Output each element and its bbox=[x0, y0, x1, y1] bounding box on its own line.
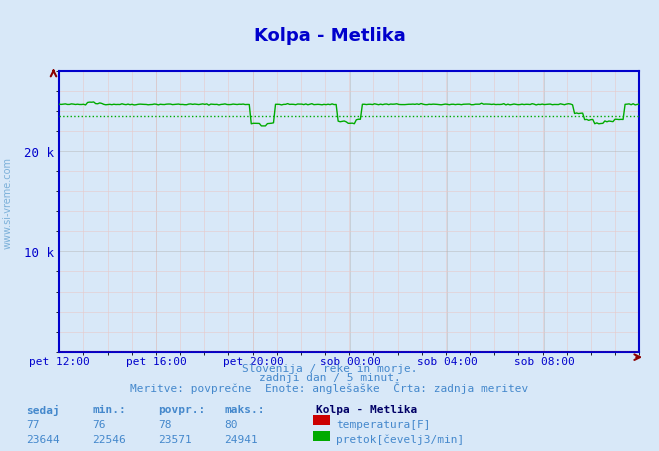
Text: maks.:: maks.: bbox=[224, 404, 264, 414]
Text: Meritve: povprečne  Enote: anglešaške  Črta: zadnja meritev: Meritve: povprečne Enote: anglešaške Črt… bbox=[130, 381, 529, 393]
Text: Slovenija / reke in morje.: Slovenija / reke in morje. bbox=[242, 363, 417, 373]
Text: Kolpa - Metlika: Kolpa - Metlika bbox=[254, 27, 405, 45]
Text: sedaj: sedaj bbox=[26, 404, 60, 414]
Text: povpr.:: povpr.: bbox=[158, 404, 206, 414]
Text: www.si-vreme.com: www.si-vreme.com bbox=[3, 157, 13, 249]
Text: temperatura[F]: temperatura[F] bbox=[336, 419, 430, 429]
Text: 22546: 22546 bbox=[92, 434, 126, 444]
Text: 24941: 24941 bbox=[224, 434, 258, 444]
Text: zadnji dan / 5 minut.: zadnji dan / 5 minut. bbox=[258, 372, 401, 382]
Text: 80: 80 bbox=[224, 419, 237, 429]
Text: pretok[čevelj3/min]: pretok[čevelj3/min] bbox=[336, 434, 465, 444]
Text: 23571: 23571 bbox=[158, 434, 192, 444]
Text: 76: 76 bbox=[92, 419, 105, 429]
Text: 78: 78 bbox=[158, 419, 171, 429]
Text: min.:: min.: bbox=[92, 404, 126, 414]
Text: 77: 77 bbox=[26, 419, 40, 429]
Text: 23644: 23644 bbox=[26, 434, 60, 444]
Text: Kolpa - Metlika: Kolpa - Metlika bbox=[316, 404, 418, 414]
